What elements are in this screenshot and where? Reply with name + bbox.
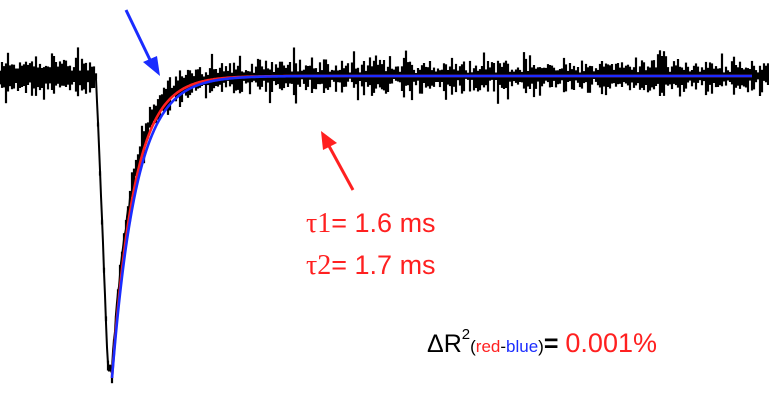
delta-r2-value: 0.001%: [565, 328, 657, 358]
trace-drop: [91, 72, 131, 373]
tau2-value: = 1.7 ms: [331, 250, 436, 280]
blue-arrow-shaft: [124, 9, 154, 65]
blue-word: blue: [506, 337, 539, 356]
fit-curve-blue: [110, 74, 752, 379]
tau1-label: τ1= 1.6 ms: [306, 208, 436, 240]
red-arrow: [321, 131, 355, 191]
tau1-value: = 1.6 ms: [331, 208, 436, 238]
recorded-trace: [0, 47, 769, 384]
red-arrow-head: [321, 131, 337, 150]
delta-r-superscript: 2: [461, 325, 471, 343]
tau1-symbol: τ1: [306, 208, 332, 239]
tau2-label: τ2= 1.7 ms: [306, 250, 436, 282]
red-arrow-shaft: [327, 145, 355, 191]
dash: -: [500, 337, 507, 356]
paren-close: ): [538, 337, 544, 356]
delta-r-text: ΔR: [427, 330, 462, 358]
delta-r2-annotation: ΔR2(red-blue)= 0.001%: [427, 325, 657, 359]
paren-open: (: [470, 337, 476, 356]
equals-sign: =: [543, 330, 559, 358]
blue-arrow: [124, 9, 160, 76]
blue-arrow-head: [143, 56, 160, 76]
red-word: red: [475, 337, 501, 356]
tau2-symbol: τ2: [306, 250, 332, 281]
